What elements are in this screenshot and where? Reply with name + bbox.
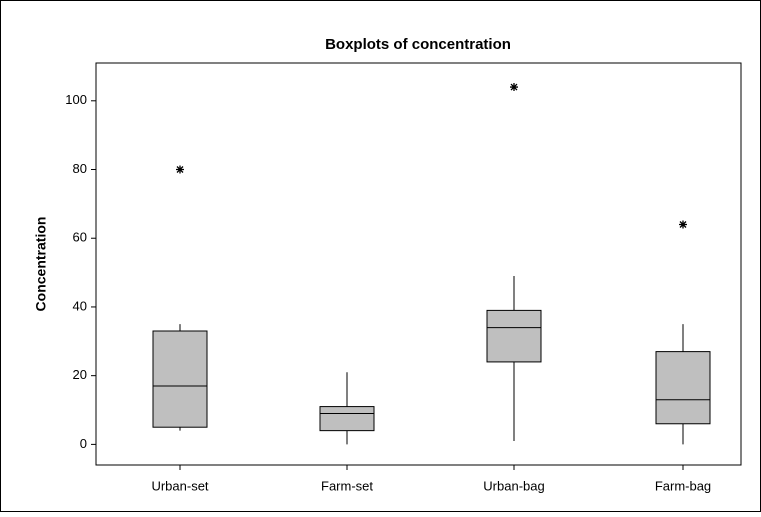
y-axis-label: Concentration	[33, 217, 49, 312]
y-tick-label: 20	[73, 367, 87, 382]
outlier	[510, 83, 518, 92]
chart-title: Boxplots of concentration	[325, 36, 511, 53]
box	[319, 406, 375, 432]
y-tick-label: 60	[73, 230, 87, 245]
outlier	[679, 220, 687, 229]
outlier	[176, 165, 184, 174]
x-tick-label: Farm-set	[321, 478, 373, 493]
x-tick-label: Farm-bag	[655, 478, 711, 493]
x-tick-label: Urban-bag	[483, 478, 544, 493]
plot-area	[95, 62, 742, 466]
y-tick-label: 40	[73, 298, 87, 313]
y-tick-label: 100	[65, 92, 87, 107]
y-tick-label: 80	[73, 161, 87, 176]
x-tick-label: Urban-set	[151, 478, 208, 493]
box	[152, 330, 208, 428]
box	[486, 309, 542, 363]
y-tick-label: 0	[80, 436, 87, 451]
box	[655, 351, 711, 425]
